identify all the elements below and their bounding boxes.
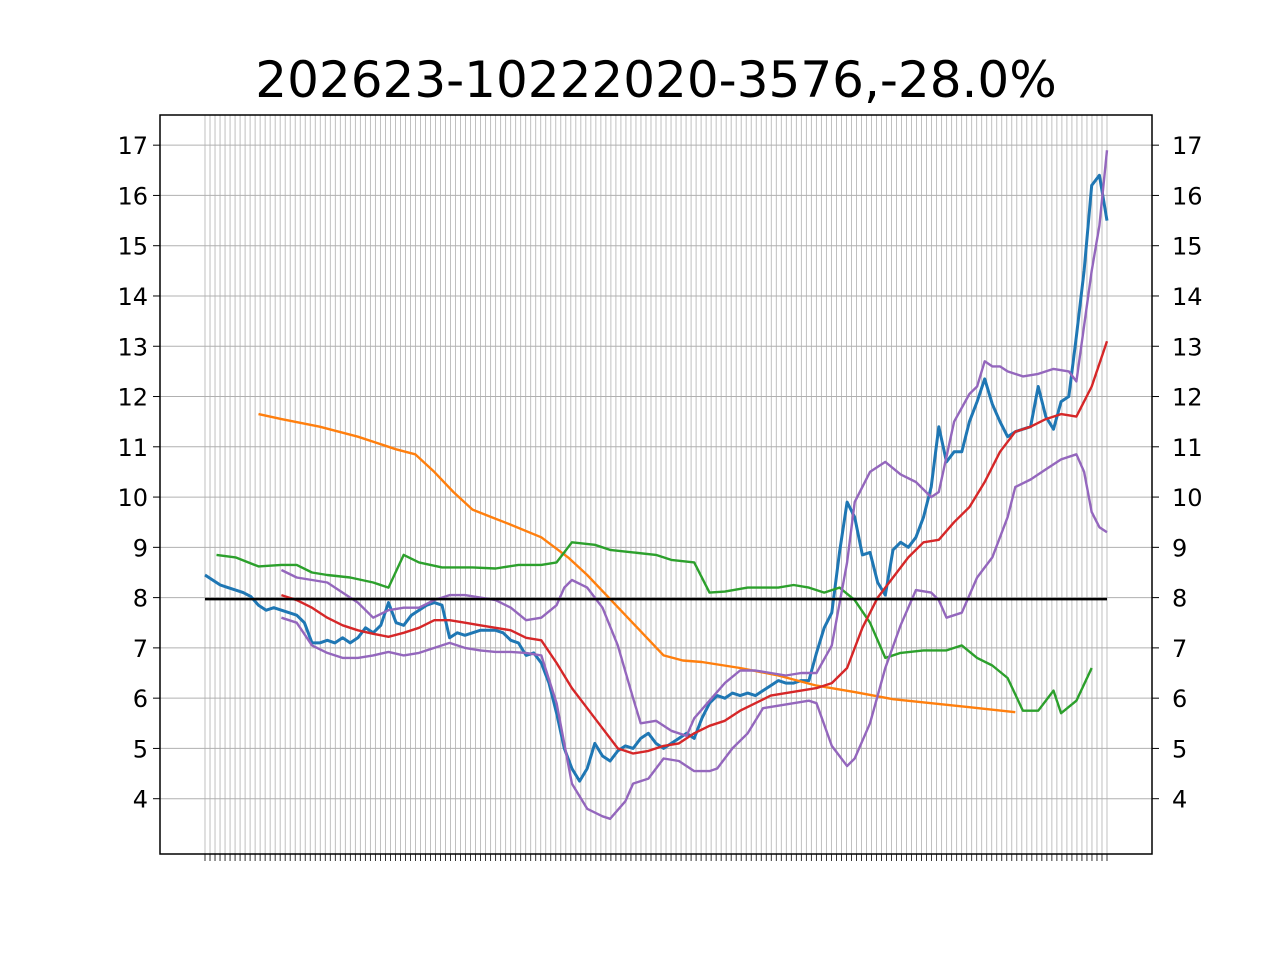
y-tick-label-left: 17 xyxy=(117,132,148,160)
y-tick-label-right: 5 xyxy=(1172,735,1187,763)
series-line-price xyxy=(204,173,1109,783)
y-tick-label-left: 6 xyxy=(133,685,148,713)
y-tick-label-left: 16 xyxy=(117,182,148,210)
y-tick-label-right: 15 xyxy=(1172,233,1203,261)
y-tick-label-right: 7 xyxy=(1172,635,1187,663)
y-tick-label-right: 9 xyxy=(1172,534,1187,562)
series-line-mid_ma xyxy=(281,340,1109,755)
y-tick-label-right: 10 xyxy=(1172,484,1203,512)
y-tick-label-left: 5 xyxy=(133,735,148,763)
y-tick-label-right: 14 xyxy=(1172,283,1203,311)
y-tick-label-left: 7 xyxy=(133,635,148,663)
y-tick-label-right: 12 xyxy=(1172,384,1203,412)
y-tick-label-left: 8 xyxy=(133,585,148,613)
y-tick-label-right: 11 xyxy=(1172,434,1203,462)
y-tick-label-right: 13 xyxy=(1172,333,1203,361)
y-tick-label-right: 8 xyxy=(1172,585,1187,613)
y-tick-label-left: 14 xyxy=(117,283,148,311)
axes: 4 4 5 5 6 6 7 7 8 8 9 9 10 10 11 11 12 12 13 13 14 14 15 15 16 16… xyxy=(117,132,1203,861)
series-line-band_lower xyxy=(281,453,1108,820)
y-tick-label-left: 12 xyxy=(117,384,148,412)
y-tick-label-left: 13 xyxy=(117,333,148,361)
y-tick-label-left: 11 xyxy=(117,434,148,462)
y-tick-label-right: 4 xyxy=(1172,786,1187,814)
series-line-slow_line xyxy=(216,541,1093,715)
y-tick-label-left: 15 xyxy=(117,233,148,261)
y-tick-label-left: 9 xyxy=(133,534,148,562)
y-tick-label-left: 10 xyxy=(117,484,148,512)
y-tick-label-right: 17 xyxy=(1172,132,1203,160)
y-tick-label-left: 4 xyxy=(133,786,148,814)
chart-title: 202623-10222020-3576,-28.0% xyxy=(255,51,1057,109)
y-tick-label-right: 16 xyxy=(1172,182,1203,210)
series-line-long_ma xyxy=(258,412,1016,714)
y-tick-label-right: 6 xyxy=(1172,685,1187,713)
